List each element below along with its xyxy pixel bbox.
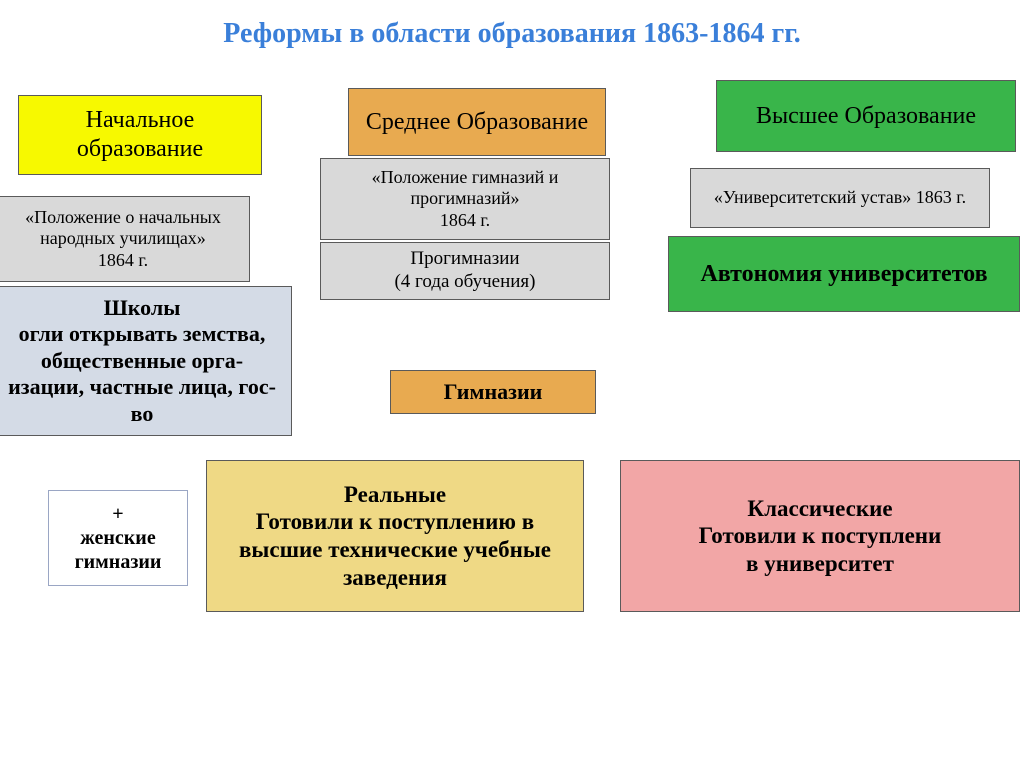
box-classic: Классические Готовили к поступлени в уни… xyxy=(620,460,1020,612)
box-schools: Школы огли открывать земства, общественн… xyxy=(0,286,292,436)
box-primary-doc: «Положение о начальных народных училищах… xyxy=(0,196,250,282)
box-primary-hdr: Начальное образование xyxy=(18,95,262,175)
box-secondary-doc: «Положение гимназий и прогимназий» 1864 … xyxy=(320,158,610,240)
box-progym: Прогимназии (4 года обучения) xyxy=(320,242,610,300)
box-autonomy: Автономия университетов xyxy=(668,236,1020,312)
box-higher-doc: «Университетский устав» 1863 г. xyxy=(690,168,990,228)
box-secondary-hdr: Среднее Образование xyxy=(348,88,606,156)
box-higher-hdr: Высшее Образование xyxy=(716,80,1016,152)
box-female: + женские гимназии xyxy=(48,490,188,586)
box-real: Реальные Готовили к поступлению в высшие… xyxy=(206,460,584,612)
page-title: Реформы в области образования 1863-1864 … xyxy=(0,0,1024,60)
box-gymnasium: Гимназии xyxy=(390,370,596,414)
